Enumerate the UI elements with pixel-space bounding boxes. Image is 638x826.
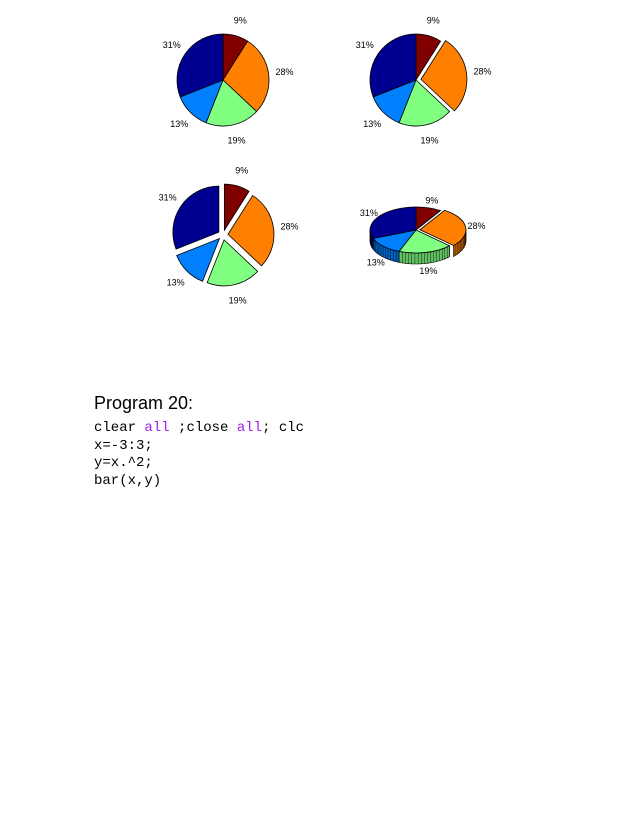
pie-slice	[227, 194, 275, 267]
code-keyword: all	[144, 420, 170, 436]
pie-percent-label: 9%	[427, 16, 440, 26]
pie-percent-label: 9%	[235, 166, 248, 176]
pie-percent-label: 31%	[356, 40, 374, 50]
pie-slice	[172, 185, 220, 250]
code-token: ; clc	[262, 420, 305, 436]
code-token: ;close	[169, 420, 237, 436]
pie-percent-label: 19%	[227, 136, 245, 146]
code-block: clear all ;close all; clc x=-3:3; y=x.^2…	[94, 420, 304, 490]
pie-percent-label: 13%	[367, 258, 385, 268]
pie-slice	[206, 239, 259, 287]
pie-percent-label: 9%	[234, 16, 247, 26]
pie-slice	[369, 206, 417, 239]
pie-slice	[176, 33, 224, 98]
pie-slice	[176, 237, 221, 282]
pie-percent-label: 9%	[425, 196, 438, 206]
program-heading: Program 20:	[94, 393, 194, 413]
code-keyword: all	[236, 420, 263, 436]
pie-percent-label: 31%	[159, 192, 177, 202]
pie-slice	[223, 183, 250, 232]
pie-percent-label: 19%	[420, 136, 438, 146]
pie-slice	[222, 40, 270, 113]
pie-percent-label: 31%	[360, 208, 378, 218]
pie-percent-label: 31%	[163, 40, 181, 50]
pie-percent-label: 13%	[363, 119, 381, 129]
pie-slice	[420, 39, 468, 112]
pie-percent-label: 28%	[473, 67, 491, 77]
pie-chart-3: 9% 28% 19% 13% 31%	[159, 166, 299, 306]
pie-chart-4: 9% 28% 19% 13% 31%	[360, 196, 486, 276]
pie-percent-label: 13%	[167, 277, 185, 287]
pie-percent-label: 13%	[170, 119, 188, 129]
pie-percent-label: 19%	[419, 266, 437, 276]
pie-chart-1: 9% 28% 19% 13% 31%	[163, 16, 294, 146]
code-line-4: bar(x,y)	[94, 472, 162, 489]
pie-chart-2: 9% 28% 19% 13% 31%	[356, 16, 492, 146]
pie-percent-label: 19%	[229, 295, 247, 305]
code-line-3: y=x.^2;	[94, 455, 153, 471]
code-token: clear	[94, 420, 145, 436]
code-line-1: clear all ;close all; clc	[94, 420, 304, 438]
pie-slice	[369, 33, 417, 98]
pie-chart-figure: 9% 28% 19% 13% 31% 9% 28% 19% 13% 31% 9% 28% 19% 13% 3…	[159, 16, 492, 306]
pie-slice	[419, 209, 467, 246]
pie-percent-label: 28%	[467, 221, 485, 231]
pie-percent-label: 28%	[275, 67, 293, 77]
pie-percent-label: 28%	[280, 222, 298, 232]
code-line-2: x=-3:3;	[94, 437, 153, 454]
